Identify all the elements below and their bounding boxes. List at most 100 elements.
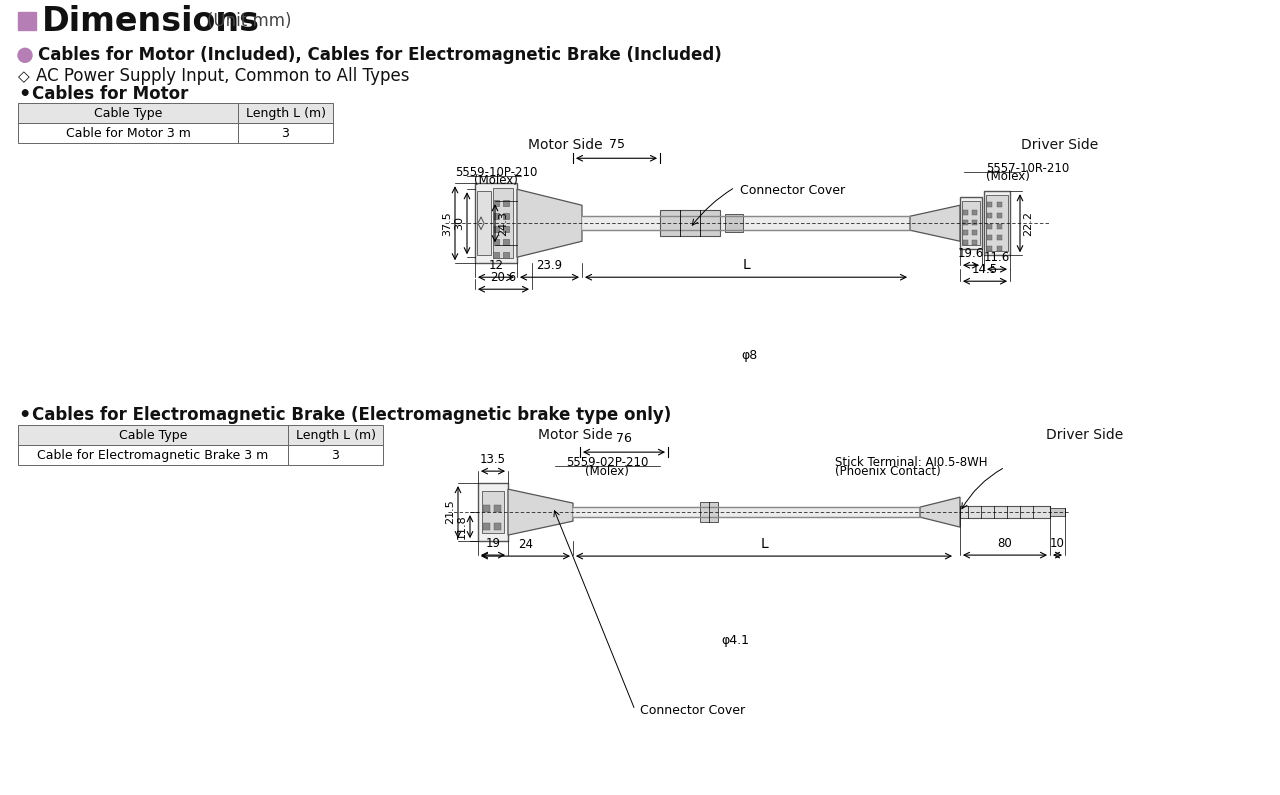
- Bar: [238, 103, 333, 123]
- Bar: [997, 223, 1001, 229]
- Text: L: L: [760, 537, 768, 551]
- Text: 37.5: 37.5: [442, 211, 452, 235]
- Text: 5559-10P-210: 5559-10P-210: [454, 166, 538, 179]
- Bar: [972, 210, 977, 215]
- Text: Cables for Electromagnetic Brake (Electromagnetic brake type only): Cables for Electromagnetic Brake (Electr…: [32, 406, 671, 425]
- Text: 14.5: 14.5: [972, 263, 998, 276]
- Text: 21.5: 21.5: [445, 500, 454, 525]
- Text: Length L (m): Length L (m): [246, 107, 325, 120]
- Text: 24.3: 24.3: [498, 211, 508, 235]
- Polygon shape: [920, 497, 960, 527]
- Text: Driver Side: Driver Side: [1021, 138, 1098, 153]
- Bar: [963, 240, 968, 245]
- Bar: [997, 235, 1001, 240]
- Bar: [997, 246, 1001, 250]
- Text: Cable for Motor 3 m: Cable for Motor 3 m: [65, 126, 191, 140]
- Text: Connector Cover: Connector Cover: [640, 704, 745, 716]
- Text: Driver Side: Driver Side: [1046, 429, 1124, 442]
- Bar: [477, 483, 508, 541]
- Text: (Unit mm): (Unit mm): [207, 12, 292, 30]
- Bar: [963, 230, 968, 235]
- Text: 75: 75: [608, 138, 625, 151]
- Text: 76: 76: [616, 432, 632, 445]
- Bar: [960, 506, 1050, 518]
- Text: 23.9: 23.9: [536, 259, 563, 272]
- Bar: [483, 491, 504, 533]
- Bar: [494, 505, 500, 512]
- Bar: [972, 230, 977, 235]
- Bar: [972, 240, 977, 245]
- Bar: [1050, 508, 1065, 516]
- Text: 80: 80: [997, 537, 1012, 550]
- Bar: [963, 201, 980, 245]
- Bar: [503, 213, 509, 219]
- Text: 24: 24: [518, 538, 532, 551]
- Text: (Phoenix Contact): (Phoenix Contact): [835, 464, 941, 478]
- Bar: [984, 192, 1010, 255]
- Circle shape: [18, 48, 32, 62]
- Bar: [493, 200, 499, 206]
- Text: 11.6: 11.6: [984, 251, 1010, 264]
- Text: 10: 10: [1050, 537, 1065, 550]
- Text: 3: 3: [282, 126, 289, 140]
- Bar: [503, 239, 509, 245]
- Bar: [288, 445, 383, 465]
- Bar: [987, 246, 992, 250]
- Text: Cable for Electromagnetic Brake 3 m: Cable for Electromagnetic Brake 3 m: [37, 448, 269, 462]
- Bar: [493, 227, 499, 232]
- Bar: [700, 502, 718, 522]
- Text: •: •: [18, 405, 31, 425]
- Text: 11.8: 11.8: [457, 514, 467, 539]
- Text: Cable Type: Cable Type: [119, 429, 187, 442]
- Bar: [503, 200, 509, 206]
- Text: AC Power Supply Input, Common to All Types: AC Power Supply Input, Common to All Typ…: [36, 68, 410, 85]
- Bar: [960, 197, 982, 249]
- Text: Cables for Motor: Cables for Motor: [32, 85, 188, 103]
- Bar: [477, 192, 492, 255]
- Bar: [987, 213, 992, 218]
- Text: 13.5: 13.5: [480, 453, 506, 466]
- Bar: [493, 213, 499, 219]
- Bar: [963, 210, 968, 215]
- Bar: [18, 103, 238, 123]
- Text: φ4.1: φ4.1: [721, 634, 749, 646]
- Text: L: L: [742, 258, 750, 272]
- Text: ◇: ◇: [18, 69, 29, 83]
- Text: 5557-10R-210: 5557-10R-210: [986, 161, 1069, 175]
- Bar: [494, 522, 500, 529]
- Text: Length L (m): Length L (m): [296, 429, 375, 442]
- Bar: [475, 184, 517, 263]
- Text: 3: 3: [332, 448, 339, 462]
- Text: Motor Side: Motor Side: [527, 138, 603, 153]
- Bar: [997, 202, 1001, 207]
- Polygon shape: [517, 189, 582, 258]
- Text: 19.6: 19.6: [957, 247, 984, 260]
- Bar: [18, 425, 288, 445]
- Text: 30: 30: [454, 216, 465, 231]
- Text: (Molex): (Molex): [986, 170, 1030, 183]
- Bar: [18, 13, 36, 30]
- Bar: [987, 235, 992, 240]
- Bar: [986, 196, 1009, 251]
- Text: (Molex): (Molex): [585, 464, 628, 478]
- Text: Motor Side: Motor Side: [538, 429, 612, 442]
- Bar: [18, 123, 238, 143]
- Bar: [238, 123, 333, 143]
- Text: Cables for Motor (Included), Cables for Electromagnetic Brake (Included): Cables for Motor (Included), Cables for …: [38, 46, 722, 64]
- Bar: [987, 223, 992, 229]
- Text: φ8: φ8: [742, 349, 758, 362]
- Bar: [503, 252, 509, 258]
- Bar: [18, 445, 288, 465]
- Bar: [503, 227, 509, 232]
- Text: Stick Terminal: AI0.5-8WH: Stick Terminal: AI0.5-8WH: [835, 456, 987, 468]
- Text: 20.6: 20.6: [490, 271, 517, 284]
- Bar: [483, 505, 489, 512]
- Bar: [997, 213, 1001, 218]
- Bar: [483, 522, 489, 529]
- Text: 12: 12: [489, 259, 503, 272]
- Text: Dimensions: Dimensions: [42, 5, 260, 38]
- Text: 19: 19: [485, 537, 500, 550]
- Text: Connector Cover: Connector Cover: [740, 184, 845, 196]
- Bar: [987, 202, 992, 207]
- Bar: [660, 210, 719, 236]
